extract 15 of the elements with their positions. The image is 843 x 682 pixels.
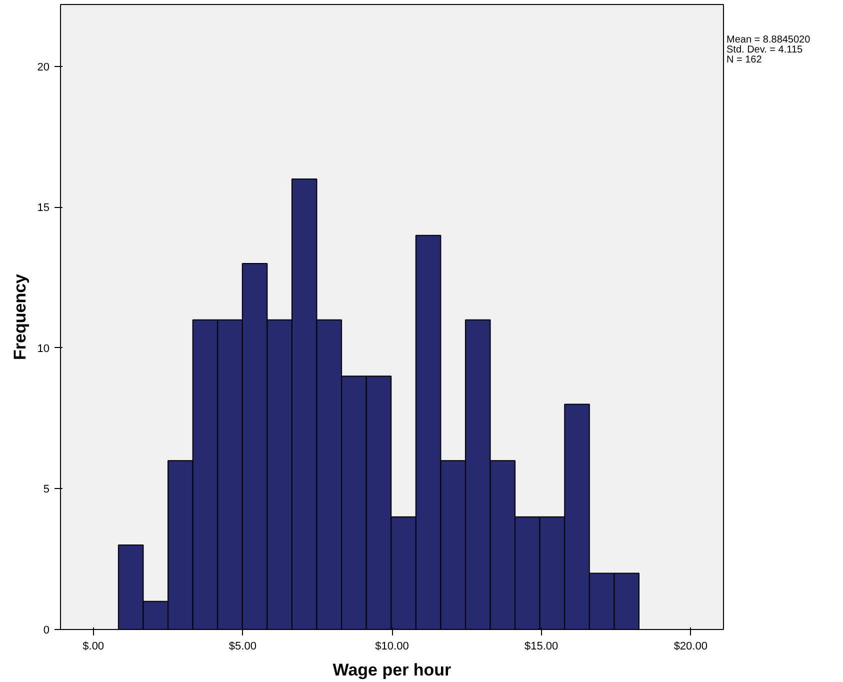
- x-tick-label: $.00: [82, 640, 104, 652]
- x-tick-label: $5.00: [228, 640, 256, 652]
- text: Std. Dev. = 4.115: [726, 44, 804, 56]
- x-axis-title: Wage per hour: [332, 660, 452, 680]
- x-tick-label: $10.00: [375, 640, 409, 652]
- x-tick-label: $20.00: [674, 640, 708, 652]
- y-tick-label: 10: [37, 342, 50, 355]
- text: Mean = 8.8845020: [726, 34, 811, 46]
- y-tick-label: 0: [43, 624, 50, 636]
- y-tick-label: 5: [43, 484, 50, 496]
- y-tick-label: 15: [37, 202, 50, 214]
- y-tick-label: 20: [37, 61, 50, 74]
- y-axis-title: Frequency: [10, 273, 30, 360]
- text: N = 162: [726, 54, 762, 66]
- x-tick-label: $15.00: [524, 640, 558, 652]
